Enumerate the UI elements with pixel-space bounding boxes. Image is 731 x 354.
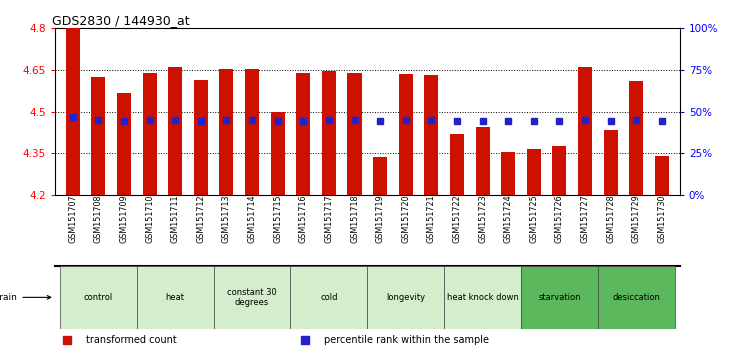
Text: GSM151727: GSM151727: [580, 195, 590, 244]
Bar: [213, 266, 290, 329]
Text: GSM151717: GSM151717: [325, 195, 333, 243]
Bar: [398, 74, 413, 195]
Text: GSM151728: GSM151728: [606, 195, 616, 243]
Text: GSM151720: GSM151720: [401, 195, 410, 243]
Text: GSM151707: GSM151707: [68, 195, 77, 243]
Text: GSM151729: GSM151729: [632, 195, 641, 244]
Bar: [322, 71, 336, 195]
Bar: [347, 73, 362, 195]
Bar: [476, 127, 490, 195]
Text: heat: heat: [166, 293, 185, 302]
Bar: [245, 69, 259, 195]
Bar: [444, 266, 521, 329]
Text: GSM151712: GSM151712: [197, 195, 205, 243]
Text: GSM151709: GSM151709: [119, 195, 129, 243]
Bar: [117, 93, 131, 195]
Bar: [424, 75, 439, 195]
Bar: [168, 67, 182, 195]
Text: desiccation: desiccation: [613, 293, 660, 302]
Bar: [521, 266, 598, 329]
Bar: [137, 266, 213, 329]
Text: GSM151725: GSM151725: [529, 195, 538, 244]
Text: GSM151715: GSM151715: [273, 195, 282, 243]
Text: GSM151716: GSM151716: [299, 195, 308, 243]
Text: GSM151726: GSM151726: [555, 195, 564, 243]
Bar: [629, 81, 643, 195]
Text: GSM151708: GSM151708: [94, 195, 103, 243]
Text: GSM151730: GSM151730: [657, 195, 667, 243]
Bar: [501, 152, 515, 195]
Text: GSM151724: GSM151724: [504, 195, 512, 243]
Text: cold: cold: [320, 293, 338, 302]
Text: transformed count: transformed count: [86, 335, 177, 346]
Bar: [296, 73, 311, 195]
Text: control: control: [84, 293, 113, 302]
Bar: [194, 80, 208, 195]
Text: GSM151718: GSM151718: [350, 195, 359, 243]
Bar: [578, 67, 592, 195]
Text: constant 30
degrees: constant 30 degrees: [227, 288, 277, 307]
Bar: [270, 112, 284, 195]
Bar: [219, 69, 233, 195]
Bar: [655, 156, 669, 195]
Text: GSM151722: GSM151722: [452, 195, 461, 244]
Text: GSM151719: GSM151719: [376, 195, 385, 243]
Bar: [91, 77, 105, 195]
Text: GSM151721: GSM151721: [427, 195, 436, 243]
Text: strain: strain: [0, 293, 50, 302]
Bar: [598, 266, 675, 329]
Bar: [527, 149, 541, 195]
Text: GSM151723: GSM151723: [478, 195, 487, 243]
Text: percentile rank within the sample: percentile rank within the sample: [324, 335, 488, 346]
Bar: [66, 28, 80, 195]
Bar: [604, 130, 618, 195]
Text: GSM151711: GSM151711: [171, 195, 180, 243]
Bar: [373, 157, 387, 195]
Text: GSM151710: GSM151710: [145, 195, 154, 243]
Text: GDS2830 / 144930_at: GDS2830 / 144930_at: [52, 14, 189, 27]
Bar: [553, 146, 567, 195]
Text: GSM151713: GSM151713: [222, 195, 231, 243]
Text: GSM151714: GSM151714: [248, 195, 257, 243]
Bar: [60, 266, 137, 329]
Text: heat knock down: heat knock down: [447, 293, 518, 302]
Bar: [290, 266, 367, 329]
Text: starvation: starvation: [538, 293, 580, 302]
Bar: [143, 73, 156, 195]
Bar: [450, 134, 464, 195]
Bar: [367, 266, 444, 329]
Text: longevity: longevity: [386, 293, 425, 302]
